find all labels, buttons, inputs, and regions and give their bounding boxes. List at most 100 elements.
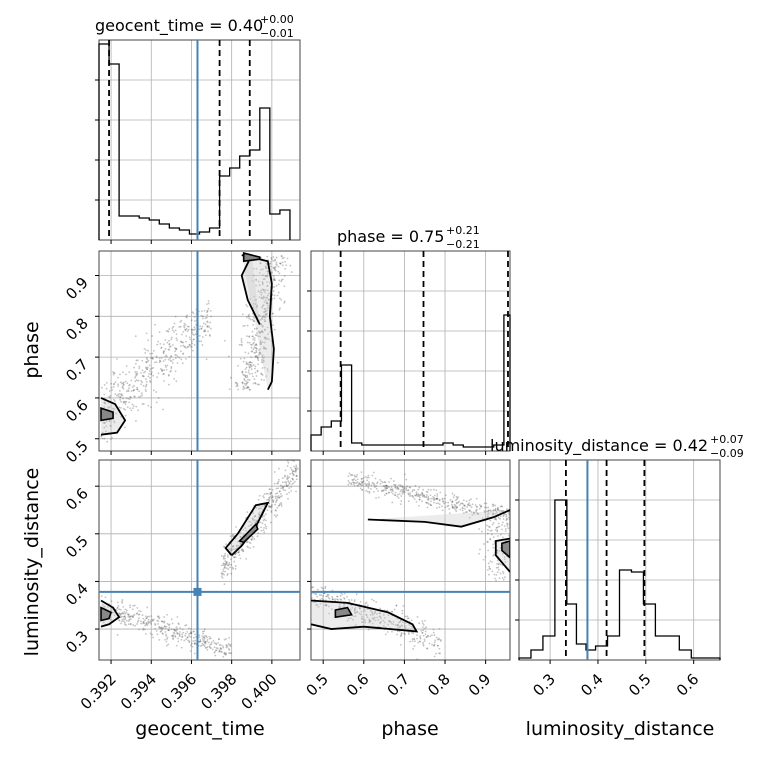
- sample-point: [327, 596, 330, 599]
- sample-point: [489, 568, 492, 570]
- sample-point: [362, 477, 365, 479]
- sample-point: [343, 592, 346, 595]
- sample-point: [109, 425, 112, 428]
- sample-point: [239, 531, 242, 534]
- sample-point: [509, 510, 510, 513]
- sample-point: [134, 335, 137, 338]
- sample-point: [478, 552, 480, 555]
- sample-point: [287, 480, 290, 482]
- sample-point: [257, 359, 260, 362]
- sample-point: [286, 475, 289, 477]
- sample-point: [427, 488, 430, 491]
- sample-point: [359, 607, 362, 610]
- hist-bar: [453, 445, 463, 451]
- sample-point: [258, 514, 261, 517]
- sample-point: [125, 624, 128, 626]
- sample-point: [485, 510, 488, 513]
- sample-point: [146, 606, 149, 609]
- sample-point: [135, 359, 138, 362]
- sample-point: [383, 485, 386, 487]
- sample-point: [142, 627, 145, 630]
- sample-point: [273, 482, 276, 485]
- sample-point: [227, 355, 230, 358]
- sample-point: [246, 335, 248, 338]
- sample-point: [447, 504, 450, 507]
- sample-point: [160, 630, 163, 632]
- sample-point: [168, 342, 171, 345]
- sample-point: [247, 371, 250, 374]
- sample-point: [223, 545, 226, 548]
- sample-point: [425, 636, 428, 639]
- sample-point: [266, 309, 269, 312]
- sample-point: [266, 297, 269, 300]
- sample-point: [171, 327, 174, 329]
- sample-point: [463, 504, 466, 507]
- sample-point: [361, 489, 364, 491]
- sample-point: [444, 501, 447, 504]
- sample-point: [166, 329, 169, 332]
- sample-point: [225, 561, 228, 564]
- sample-point: [471, 514, 474, 516]
- sample-point: [396, 487, 399, 489]
- sample-point: [174, 635, 177, 637]
- sample-point: [183, 345, 186, 348]
- sample-point: [263, 318, 266, 321]
- sample-point: [464, 507, 466, 510]
- sample-point: [438, 503, 441, 506]
- sample-point: [210, 641, 213, 644]
- sample-point: [393, 494, 396, 497]
- sample-point: [491, 570, 494, 573]
- sample-point: [208, 637, 211, 640]
- sample-point: [260, 330, 263, 333]
- sample-point: [442, 500, 445, 503]
- sample-point: [482, 558, 485, 561]
- sample-point: [133, 395, 136, 398]
- sample-point: [269, 493, 272, 496]
- sample-point: [254, 515, 257, 518]
- hist-bar: [352, 443, 362, 451]
- sample-point: [192, 630, 195, 633]
- sample-point: [225, 652, 228, 655]
- sample-point: [363, 608, 366, 611]
- sample-point: [200, 327, 203, 330]
- sample-point: [505, 514, 508, 517]
- sample-point: [389, 489, 392, 492]
- sample-point: [492, 513, 495, 516]
- sample-point: [146, 358, 149, 361]
- sample-point: [225, 543, 227, 546]
- sample-point: [490, 533, 493, 536]
- sample-point: [223, 555, 225, 558]
- sample-point: [249, 363, 252, 366]
- sample-point: [483, 510, 486, 512]
- sample-point: [208, 334, 211, 336]
- sample-point: [116, 606, 119, 609]
- sample-point: [129, 615, 132, 618]
- sample-point: [239, 542, 242, 545]
- sample-point: [250, 343, 252, 346]
- sample-point: [201, 637, 204, 640]
- sample-point: [240, 343, 243, 346]
- sample-point: [141, 381, 144, 384]
- sample-point: [160, 626, 163, 629]
- sample-point: [260, 359, 263, 361]
- sample-point: [273, 266, 276, 269]
- sample-point: [208, 635, 211, 638]
- sample-point: [374, 611, 377, 614]
- sample-point: [167, 330, 170, 333]
- sample-point: [149, 352, 152, 355]
- sample-point: [372, 622, 374, 625]
- sample-point: [487, 569, 489, 571]
- sample-point: [120, 393, 123, 396]
- sample-point: [151, 619, 154, 622]
- contour-inner: [334, 606, 353, 619]
- sample-point: [494, 507, 497, 510]
- sample-point: [384, 484, 387, 487]
- sample-point: [182, 331, 185, 333]
- sample-point: [255, 284, 258, 287]
- sample-point: [325, 604, 328, 606]
- sample-point: [138, 395, 141, 398]
- sample-point: [283, 285, 286, 288]
- sample-point: [186, 314, 189, 317]
- sample-point: [316, 595, 319, 598]
- sample-point: [218, 649, 221, 652]
